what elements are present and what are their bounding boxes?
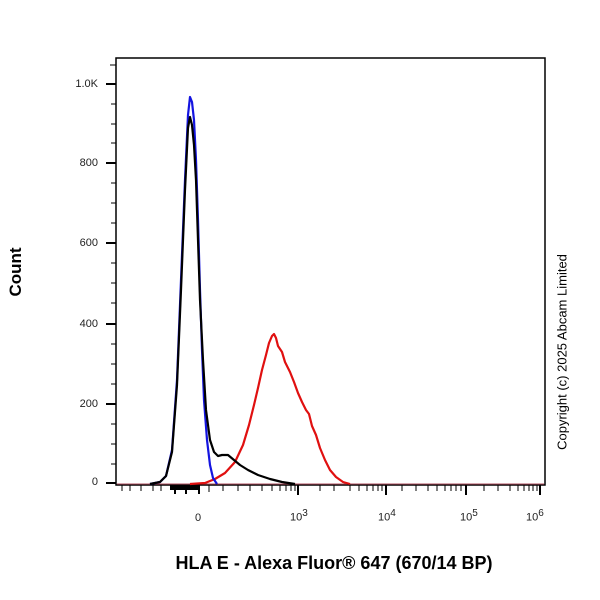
x-tick-10-6: 106 [526,508,544,524]
y-tick-400: 400 [79,318,98,330]
y-tick-0: 0 [91,476,98,488]
x-axis-label: HLA E - Alexa Fluor® 647 (670/14 BP) [175,553,493,573]
x-tick-0: 0 [195,512,202,524]
series-isotype-black [149,115,296,486]
x-axis-ticks [121,485,541,495]
plot-frame [115,57,546,486]
y-axis-ticks [106,64,116,484]
x-tick-10-3: 103 [290,508,308,524]
y-tick-800: 800 [79,157,98,169]
y-tick-600: 600 [79,237,98,249]
x-tick-10-4: 104 [378,508,396,524]
y-tick-1000: 1.0K [75,78,98,90]
y-tick-200: 200 [79,398,98,410]
x-tick-10-5: 105 [460,508,478,524]
copyright-notice: Copyright (c) 2025 Abcam Limited [554,254,570,450]
series-hla-e-red [189,332,351,486]
series-unlabeled-blue [149,95,218,486]
y-axis-label: Count [6,247,25,297]
